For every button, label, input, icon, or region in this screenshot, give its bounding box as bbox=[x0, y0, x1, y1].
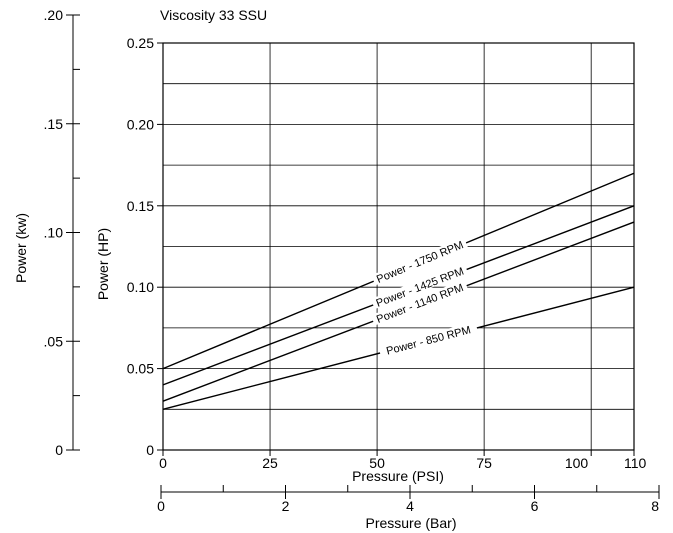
x-tick-label: 0 bbox=[159, 455, 167, 471]
y-tick-label: 0.20 bbox=[127, 116, 154, 132]
y-tick-label: 0.10 bbox=[127, 279, 154, 295]
x-tick-label: 75 bbox=[476, 455, 492, 471]
y-axis-label: Power (HP) bbox=[95, 228, 111, 300]
kw-tick-label: .10 bbox=[44, 225, 64, 241]
x-tick-label: 100 bbox=[565, 455, 589, 471]
bar-tick-label: 0 bbox=[157, 498, 165, 514]
y-tick-label: 0 bbox=[146, 442, 154, 458]
bar-tick-label: 6 bbox=[531, 498, 539, 514]
series-label-background bbox=[370, 279, 469, 326]
series-label: Power - 850 RPM bbox=[385, 324, 472, 357]
bar-axis-label: Pressure (Bar) bbox=[365, 515, 456, 531]
x-axis-label: Pressure (PSI) bbox=[352, 468, 444, 484]
y-axis-ticks: 0 0.05 0.10 0.15 0.20 0.25 bbox=[127, 35, 163, 458]
plot-frame bbox=[162, 42, 635, 451]
x-tick-label: 25 bbox=[262, 455, 278, 471]
series-label-group: Power - 850 RPM bbox=[378, 321, 479, 358]
plot-grid bbox=[163, 43, 634, 450]
x-axis-ticks: 0 25 50 75 100 110 bbox=[159, 450, 647, 471]
bar-tick-label: 2 bbox=[282, 498, 290, 514]
x-tick-label: 110 bbox=[624, 455, 647, 471]
bar-axis: 0 2 4 6 8 bbox=[157, 485, 660, 514]
bar-tick-label: 8 bbox=[651, 498, 659, 514]
y-tick-label: 0.05 bbox=[127, 361, 154, 377]
kw-tick-label: .15 bbox=[44, 116, 64, 132]
bar-tick-label: 4 bbox=[406, 498, 414, 514]
chart-title: Viscosity 33 SSU bbox=[160, 7, 267, 23]
series-label-background bbox=[378, 321, 479, 358]
kw-tick-label: .05 bbox=[44, 333, 64, 349]
x-tick-label: 50 bbox=[369, 455, 385, 471]
kw-tick-label: 0 bbox=[55, 442, 63, 458]
series-label-background bbox=[371, 236, 468, 286]
kw-tick-label: .20 bbox=[44, 7, 64, 23]
kw-axis: 0 .05 .10 .15 .20 bbox=[44, 7, 80, 458]
y-tick-label: 0.15 bbox=[127, 198, 154, 214]
series-label-background bbox=[370, 263, 469, 310]
kw-axis-label: Power (kw) bbox=[13, 213, 29, 283]
y-tick-label: 0.25 bbox=[127, 35, 154, 51]
